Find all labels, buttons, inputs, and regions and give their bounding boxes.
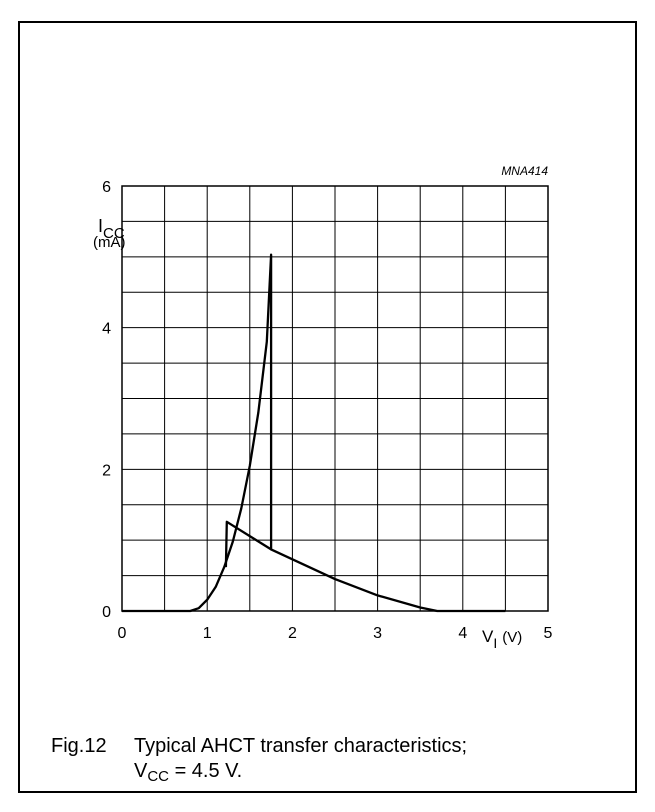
x-tick-label: 5 — [544, 625, 553, 642]
caption-rest: = 4.5 V. — [169, 760, 243, 782]
grid — [122, 186, 548, 611]
figure-number: Fig.12 — [51, 735, 107, 757]
y-tick-label: 0 — [102, 604, 111, 621]
labels: MNA414 ICC (mA) VI (V) — [93, 164, 548, 651]
figure-frame — [18, 21, 637, 793]
x-axis-symbol: V — [482, 627, 494, 646]
y-axis-symbol: I — [98, 216, 103, 236]
y-axis-label: ICC — [98, 216, 125, 242]
axes: 0 1 2 3 4 5 0 2 4 6 — [102, 179, 552, 642]
caption-line-2: VCC = 4.5 V. — [51, 759, 467, 789]
x-tick-label: 3 — [373, 625, 382, 642]
x-tick-label: 4 — [458, 625, 467, 642]
y-axis-unit: (mA) — [93, 234, 126, 251]
x-tick-label: 1 — [203, 625, 212, 642]
caption-symbol: V — [134, 760, 148, 782]
x-axis-unit: (V) — [502, 629, 522, 646]
plot-border — [121, 185, 549, 612]
x-tick-label: 2 — [288, 625, 297, 642]
x-tick-label: 0 — [118, 625, 127, 642]
y-tick-label: 4 — [102, 321, 111, 338]
series-line-2 — [224, 520, 272, 568]
caption-subscript: CC — [147, 768, 170, 785]
curves — [122, 253, 506, 613]
figure-code: MNA414 — [501, 164, 548, 178]
figure-caption: Fig.12 Typical AHCT transfer characterist… — [51, 734, 467, 789]
y-tick-label: 2 — [102, 462, 111, 479]
y-axis-subscript: CC — [103, 225, 125, 242]
caption-line-1: Typical AHCT transfer characteristics; — [134, 735, 468, 757]
x-axis-label: VI (V) — [482, 627, 522, 651]
x-axis-subscript: I — [493, 635, 497, 651]
series-line-1 — [122, 253, 506, 613]
y-tick-label: 6 — [102, 179, 111, 196]
